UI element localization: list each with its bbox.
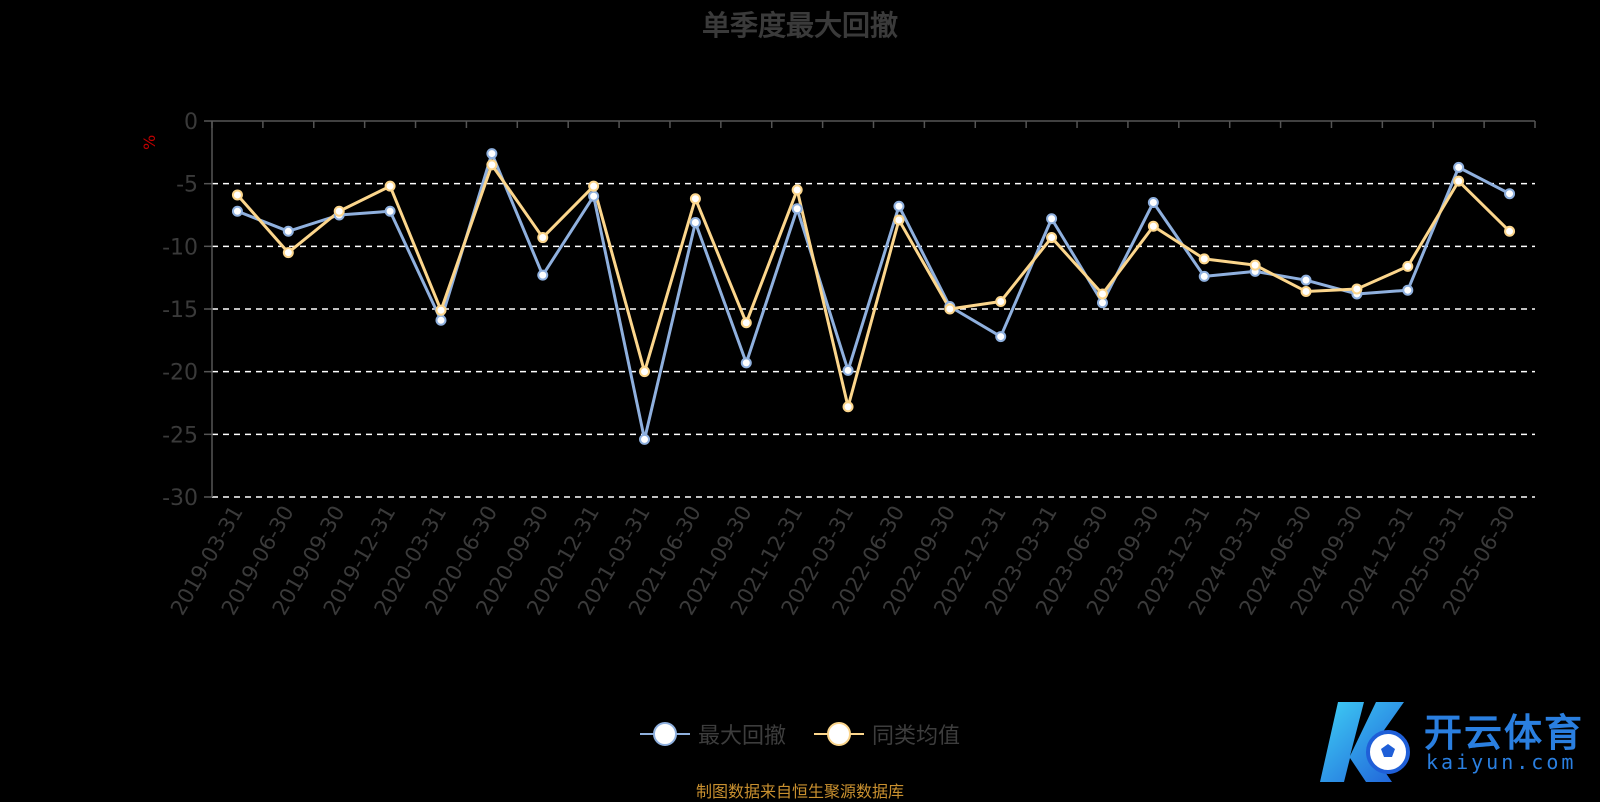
data-point-peer-average [944,303,956,315]
data-point-max-drawdown [588,190,600,202]
y-tick-label: -15 [162,298,198,323]
series-points [231,148,1516,445]
data-point-peer-average [384,180,396,192]
data-point-peer-average [639,366,651,378]
y-tick-label: -30 [162,486,198,511]
data-point-peer-average [588,180,600,192]
legend-label-max-drawdown: 最大回撤 [697,724,786,749]
legend-item-max-drawdown[interactable]: 最大回撤 [639,718,786,750]
watermark-cn-text: 开云体育 [1424,711,1585,755]
data-point-peer-average [1402,260,1414,272]
data-point-max-drawdown [435,314,447,326]
data-point-peer-average [435,304,447,316]
data-point-peer-average [791,184,803,196]
data-point-max-drawdown [639,433,651,445]
legend-swatch-peer-average [814,722,864,746]
data-point-max-drawdown [1198,270,1210,282]
data-point-peer-average [740,317,752,329]
data-point-peer-average [1351,283,1363,295]
data-point-max-drawdown [1147,196,1159,208]
data-point-peer-average [1096,288,1108,300]
data-point-peer-average [1504,225,1516,237]
data-point-max-drawdown [1300,274,1312,286]
data-point-peer-average [995,295,1007,307]
data-point-peer-average [231,189,243,201]
data-point-max-drawdown [486,148,498,160]
chart-title: 单季度最大回撤 [701,9,898,42]
legend-swatch-max-drawdown [639,722,690,746]
legend: 最大回撤 同类均值 [0,718,1600,750]
data-point-peer-average [1046,232,1058,244]
series-line-peer-average [236,163,1511,409]
series-line-max-drawdown [236,152,1511,441]
data-point-peer-average [1198,253,1210,265]
data-point-peer-average [486,159,498,171]
data-point-max-drawdown [282,225,294,237]
series-lines [236,152,1511,441]
axes [204,120,1536,498]
data-point-max-drawdown [689,217,701,229]
data-point-max-drawdown [1402,284,1414,296]
data-source-note: 制图数据来自恒生聚源数据库 [695,782,904,801]
data-point-peer-average [1300,285,1312,297]
watermark-logo: 开云体育 kaiyun.com [1316,694,1596,790]
data-point-max-drawdown [740,357,752,369]
data-point-peer-average [1147,220,1159,232]
data-point-max-drawdown [1453,161,1465,173]
watermark-en-text: kaiyun.com [1426,750,1577,774]
data-point-peer-average [537,232,549,244]
y-tick-label: -20 [162,361,198,386]
data-point-max-drawdown [893,200,905,212]
y-tick-label: 0 [184,110,198,135]
data-point-peer-average [689,193,701,205]
grid-lines [212,182,1535,498]
y-tick-label: -25 [162,423,198,448]
data-point-peer-average [1249,259,1261,271]
data-point-max-drawdown [231,205,243,217]
data-point-peer-average [842,401,854,413]
x-axis-ticks: 2019-03-312019-06-302019-09-302019-12-31… [166,501,1520,619]
data-point-max-drawdown [842,364,854,376]
data-point-max-drawdown [1504,188,1516,200]
data-point-max-drawdown [537,269,549,281]
y-axis-ticks: 0 -5 -10 -15 -20 -25 -30 [162,110,198,511]
y-tick-label: -5 [176,173,198,198]
data-point-max-drawdown [384,205,396,217]
legend-label-peer-average: 同类均值 [872,724,961,749]
data-point-max-drawdown [1046,213,1058,225]
data-point-max-drawdown [1096,297,1108,309]
y-tick-label: -10 [162,235,198,260]
data-point-peer-average [893,214,905,226]
soccer-ball-k-logo-icon [1320,702,1410,782]
data-point-max-drawdown [995,331,1007,343]
data-point-peer-average [333,205,345,217]
data-point-peer-average [282,247,294,259]
data-point-max-drawdown [791,203,803,215]
data-point-peer-average [1453,175,1465,187]
legend-item-peer-average[interactable]: 同类均值 [814,718,960,750]
